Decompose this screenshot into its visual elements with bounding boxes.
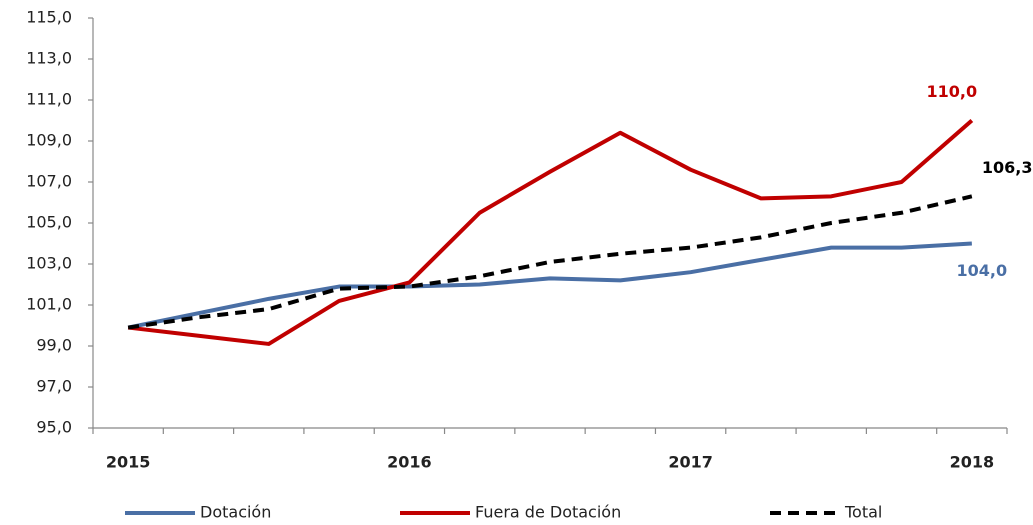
y-tick-label: 99,0 <box>36 336 72 355</box>
y-tick-label: 103,0 <box>26 254 72 273</box>
y-tick-label: 115,0 <box>26 8 72 27</box>
y-tick-label: 109,0 <box>26 131 72 150</box>
x-tick-label: 2017 <box>668 453 713 472</box>
legend-label: Dotación <box>200 503 271 522</box>
y-tick-label: 97,0 <box>36 377 72 396</box>
data-label: 106,3 <box>982 158 1033 177</box>
x-tick-label: 2015 <box>106 453 151 472</box>
y-tick-label: 101,0 <box>26 295 72 314</box>
legend-label: Total <box>844 503 882 522</box>
y-tick-label: 95,0 <box>36 418 72 437</box>
series-line <box>127 241 972 330</box>
y-tick-label: 111,0 <box>26 90 72 109</box>
data-label: 110,0 <box>927 82 978 101</box>
data-label: 104,0 <box>957 261 1008 280</box>
x-tick-label: 2018 <box>950 453 995 472</box>
series-line <box>127 194 973 330</box>
y-tick-label: 107,0 <box>26 172 72 191</box>
legend-label: Fuera de Dotación <box>475 503 621 522</box>
series-line <box>127 118 974 346</box>
y-tick-label: 105,0 <box>26 213 72 232</box>
x-tick-label: 2016 <box>387 453 432 472</box>
y-tick-label: 113,0 <box>26 49 72 68</box>
